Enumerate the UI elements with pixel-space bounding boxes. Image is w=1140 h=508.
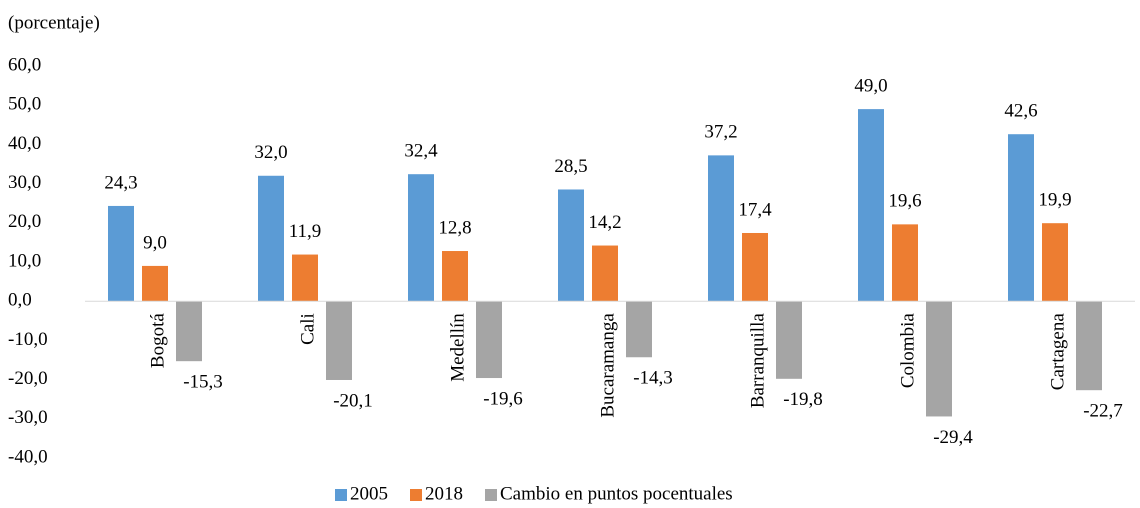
x-tick-label: Medellín xyxy=(447,313,468,382)
y-tick-label: -30,0 xyxy=(8,407,48,428)
value-label: -15,3 xyxy=(183,372,223,393)
bar xyxy=(408,174,434,302)
value-label: -19,8 xyxy=(783,389,823,410)
y-tick-label: -10,0 xyxy=(8,329,48,350)
bar xyxy=(858,109,884,302)
bar xyxy=(326,301,352,380)
x-tick-label: Cartagena xyxy=(1047,313,1068,391)
value-label: -20,1 xyxy=(333,390,373,411)
bar xyxy=(442,251,468,302)
x-tick-label: Cali xyxy=(297,313,318,345)
value-label: 49,0 xyxy=(854,75,887,96)
y-tick-label: 60,0 xyxy=(8,54,41,75)
chart-subtitle: (porcentaje) xyxy=(8,12,100,33)
bar xyxy=(292,254,318,302)
value-label: -22,7 xyxy=(1083,401,1123,422)
bar xyxy=(176,301,202,362)
bar xyxy=(142,265,168,302)
bar xyxy=(1042,223,1068,302)
y-tick-label: 40,0 xyxy=(8,133,41,154)
bar xyxy=(476,301,502,379)
y-tick-label: -40,0 xyxy=(8,446,48,467)
value-label: 12,8 xyxy=(438,217,471,238)
y-tick-label: 50,0 xyxy=(8,94,41,115)
value-label: 32,4 xyxy=(404,141,438,162)
value-label: 37,2 xyxy=(704,122,737,143)
value-label: -19,6 xyxy=(483,388,523,409)
legend-label: 2005 xyxy=(350,483,388,504)
legend-label: 2018 xyxy=(425,483,463,504)
legend-label: Cambio en puntos pocentuales xyxy=(500,483,733,504)
value-label: 24,3 xyxy=(104,172,137,193)
bar xyxy=(592,245,618,302)
y-tick-label: -20,0 xyxy=(8,368,48,389)
value-label: 19,9 xyxy=(1038,190,1071,211)
value-label: 14,2 xyxy=(588,212,621,233)
bar xyxy=(258,175,284,302)
legend-swatch xyxy=(485,489,497,501)
x-tick-label: Bucaramanga xyxy=(597,313,618,418)
value-label: 17,4 xyxy=(738,199,772,220)
bar xyxy=(1076,301,1102,391)
bar xyxy=(892,224,918,302)
bar xyxy=(926,301,952,417)
value-label: 19,6 xyxy=(888,191,921,212)
y-tick-label: 10,0 xyxy=(8,250,41,271)
y-tick-label: 0,0 xyxy=(8,290,32,311)
bar xyxy=(1008,134,1034,302)
value-label: -14,3 xyxy=(633,368,673,389)
y-tick-label: 30,0 xyxy=(8,172,41,193)
value-label: -29,4 xyxy=(933,427,973,448)
value-label: 28,5 xyxy=(554,156,587,177)
y-tick-label: 20,0 xyxy=(8,211,41,232)
bar xyxy=(742,232,768,302)
bar xyxy=(626,301,652,358)
legend-swatch xyxy=(335,489,347,501)
x-tick-label: Colombia xyxy=(897,313,918,389)
legend-swatch xyxy=(410,489,422,501)
bar xyxy=(708,155,734,302)
value-label: 32,0 xyxy=(254,142,287,163)
value-label: 42,6 xyxy=(1004,101,1037,122)
value-label: 9,0 xyxy=(143,232,167,253)
x-tick-label: Barranquilla xyxy=(747,313,768,409)
value-label: 11,9 xyxy=(289,221,322,242)
bar xyxy=(108,205,134,302)
bar xyxy=(776,301,802,379)
x-tick-label: Bogotá xyxy=(147,313,168,368)
bar xyxy=(558,189,584,302)
